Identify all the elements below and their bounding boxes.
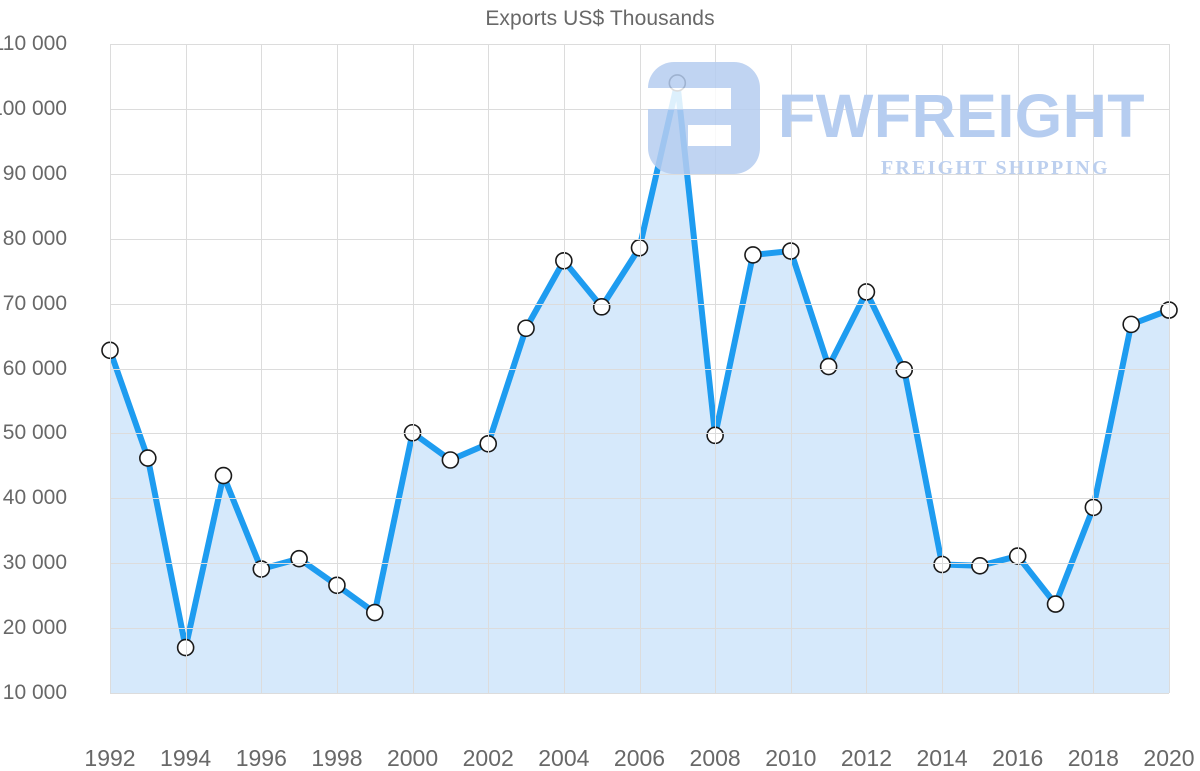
gridline-vertical — [261, 44, 263, 693]
gridline-vertical — [1169, 44, 1170, 693]
y-axis-tick-label: 60 000 — [2, 356, 67, 380]
y-axis-tick-label: 100 000 — [0, 96, 67, 120]
y-axis-tick-label: 20 000 — [2, 616, 67, 640]
y-axis-tick-label: 50 000 — [2, 421, 67, 445]
gridline-vertical — [412, 44, 414, 693]
y-axis-tick-label: 10 000 — [2, 681, 67, 704]
gridline-vertical — [336, 44, 338, 693]
x-axis-tick-label: 1992 — [84, 745, 136, 771]
x-axis-tick-label: 2004 — [538, 745, 590, 771]
y-axis-tick-label: 90 000 — [2, 161, 67, 185]
data-point-1997[interactable] — [290, 549, 308, 568]
x-axis-tick-label: 2002 — [462, 745, 514, 771]
data-point-2001[interactable] — [441, 451, 460, 469]
data-point-2003[interactable] — [517, 319, 535, 338]
gridline-vertical — [1093, 44, 1095, 693]
x-axis-tick-label: 2012 — [840, 745, 893, 771]
data-point-2005[interactable] — [592, 298, 611, 316]
data-point-2007[interactable] — [668, 74, 687, 92]
gridline-vertical — [488, 44, 490, 693]
x-axis-tick-label: 2010 — [765, 745, 817, 771]
chart-title: Exports US$ Thousands — [485, 7, 715, 30]
plot-area: 10 000 20 000 30 000 40 000 50 000 60 000 70 0… — [0, 33, 1195, 770]
gridline-vertical — [942, 44, 944, 693]
data-point-2019[interactable] — [1122, 315, 1140, 334]
gridline-vertical — [715, 44, 717, 693]
y-axis-tick-label: 30 000 — [2, 551, 67, 575]
gridline-vertical — [563, 44, 565, 693]
y-axis-tick-label: 80 000 — [2, 226, 67, 250]
x-axis-tick-label: 1998 — [311, 745, 363, 771]
x-axis-tick-label: 1994 — [160, 745, 212, 771]
x-axis-tick-label: 2014 — [916, 745, 968, 771]
data-point-1993[interactable] — [139, 449, 157, 467]
data-point-2008[interactable] — [706, 426, 724, 445]
x-axis-tick-label: 2020 — [1143, 745, 1195, 771]
gridline-horizontal — [110, 693, 1169, 694]
y-axis-tick-label: 70 000 — [2, 291, 67, 315]
x-axis-tick-label: 2000 — [386, 745, 439, 771]
data-point-1999[interactable] — [365, 603, 384, 622]
data-point-1994[interactable] — [176, 638, 195, 657]
data-point-2017[interactable] — [1046, 595, 1065, 613]
data-point-2015[interactable] — [971, 556, 989, 575]
gridline-vertical — [1017, 44, 1019, 693]
data-point-2011[interactable] — [819, 357, 838, 376]
data-point-2013[interactable] — [895, 360, 914, 379]
x-axis-tick-label: 2016 — [992, 745, 1044, 771]
gridline-vertical — [639, 44, 641, 693]
gridline-vertical — [790, 44, 792, 693]
y-axis-tick-label: 40 000 — [2, 486, 67, 510]
x-axis-tick-label: 2008 — [689, 745, 741, 771]
y-axis-tick-label: 110 000 — [0, 32, 67, 55]
x-axis-tick-label: 2006 — [613, 745, 666, 771]
x-axis-tick-label: 1996 — [235, 745, 287, 771]
gridline-vertical — [866, 44, 868, 693]
gridline-vertical — [110, 44, 111, 693]
data-point-1995[interactable] — [214, 466, 233, 485]
x-axis-tick-label: 2018 — [1067, 745, 1119, 771]
gridline-vertical — [185, 44, 187, 693]
data-point-2009[interactable] — [744, 246, 762, 264]
